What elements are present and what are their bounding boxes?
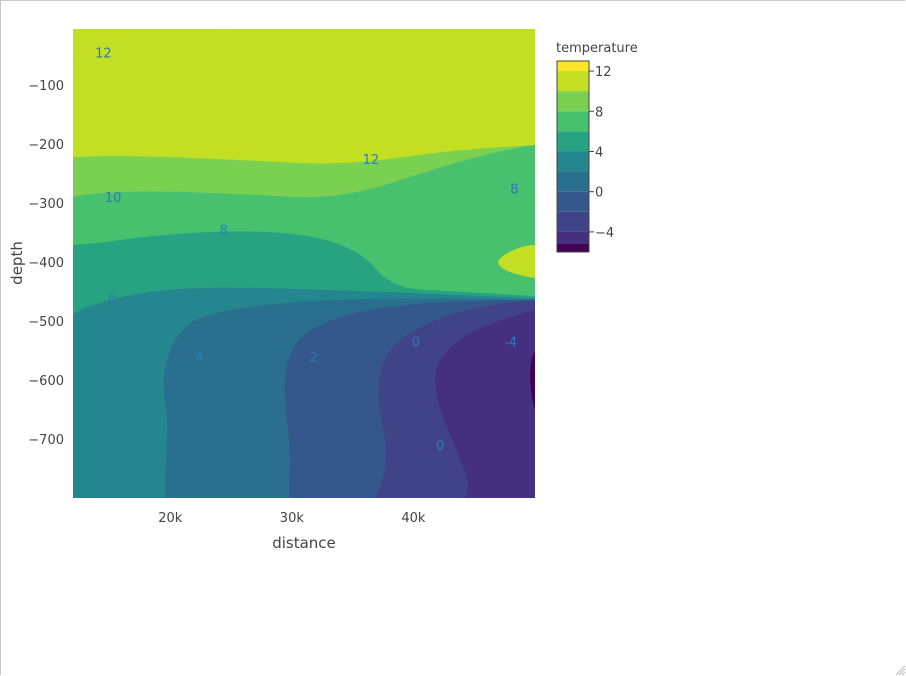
contour-label: 10 [105,191,122,206]
colorbar-band [557,191,589,212]
contour-band-top-left [73,29,225,60]
y-tick-label: −200 [28,138,64,153]
y-tick-labels: −100 −200 −300 −400 −500 −600 −700 [28,79,64,448]
y-tick-label: −300 [28,197,64,212]
contour-label: 8 [220,224,228,239]
contour-island-12 [498,245,535,278]
contour-band-12 [73,29,535,164]
colorbar-band [557,244,589,252]
y-tick-label: −400 [28,256,64,271]
contour-label: 2 [310,350,318,365]
colorbar-tick-label: 0 [595,186,603,201]
colorbar-tick-label: 4 [595,145,603,160]
contour-label: -4 [504,336,517,351]
y-axis-title: depth [8,241,26,285]
contour-label: 0 [412,336,420,351]
contour-label: 12 [363,153,380,168]
x-axis-title: distance [272,534,336,552]
y-tick-label: −100 [28,79,64,94]
contour-label: 8 [510,182,518,197]
colorbar-band [557,111,589,132]
colorbar-bands [557,61,589,252]
contour-band-top-right [497,33,535,80]
contour-labels: 12 12 10 8 8 6 4 2 0 -4 0 [95,47,518,454]
y-tick-label: −600 [28,374,64,389]
colorbar-outline [556,60,590,253]
x-tick-label: 20k [158,511,183,526]
resize-handle-icon[interactable] [895,665,906,676]
y-axis: −100 −200 −300 −400 −500 −600 −700 depth [8,79,64,448]
contour-label: 0 [436,439,444,454]
colorbar-band [557,151,589,172]
y-tick-label: −500 [28,315,64,330]
x-tick-label: 40k [401,511,426,526]
colorbar-ticks: 12 8 4 0 −4 [589,65,614,241]
x-tick-label: 30k [280,511,305,526]
contour-label: 4 [195,350,203,365]
contour-island-8 [473,170,535,225]
colorbar-band [557,71,589,92]
colorbar-tick-label: 8 [595,105,603,120]
colorbar: temperature 12 8 4 0 −4 [556,41,638,253]
contour-band-coldest [530,352,535,410]
colorbar-band [557,61,589,72]
contour-label: 6 [108,291,116,306]
contour-plot-area[interactable] [73,29,535,498]
contour-label: 12 [95,47,112,62]
colorbar-tick-label: 12 [595,65,612,80]
colorbar-tick-label: −4 [595,226,614,241]
x-axis: 20k 30k 40k distance [158,511,426,552]
colorbar-band [557,131,589,152]
colorbar-title: temperature [556,41,638,56]
colorbar-band [557,171,589,192]
colorbar-band [557,91,589,112]
y-tick-label: −700 [28,433,64,448]
x-tick-labels: 20k 30k 40k [158,511,426,526]
colorbar-band [557,211,589,232]
